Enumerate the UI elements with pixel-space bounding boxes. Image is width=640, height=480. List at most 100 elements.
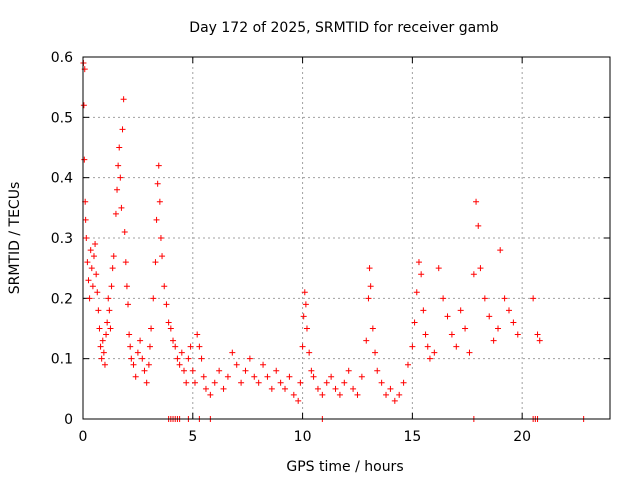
data-points bbox=[80, 60, 587, 422]
data-point bbox=[302, 301, 309, 308]
data-point bbox=[365, 295, 372, 302]
data-point bbox=[306, 349, 313, 356]
data-point bbox=[415, 259, 422, 266]
data-point bbox=[165, 319, 172, 326]
data-point bbox=[85, 277, 92, 284]
data-point bbox=[477, 265, 484, 272]
data-point bbox=[170, 337, 177, 344]
data-point bbox=[103, 331, 110, 338]
data-point bbox=[174, 355, 181, 362]
data-point bbox=[191, 379, 198, 386]
data-point bbox=[202, 385, 209, 392]
data-point bbox=[369, 325, 376, 332]
data-point bbox=[308, 367, 315, 374]
data-point bbox=[93, 271, 100, 278]
data-point bbox=[154, 180, 161, 187]
data-point bbox=[424, 343, 431, 350]
data-point bbox=[134, 349, 141, 356]
data-point bbox=[137, 337, 144, 344]
data-point bbox=[101, 361, 108, 368]
data-point bbox=[242, 367, 249, 374]
y-tick-label: 0 bbox=[64, 412, 73, 428]
data-point bbox=[354, 391, 361, 398]
data-point bbox=[495, 325, 502, 332]
data-point bbox=[145, 361, 152, 368]
x-tick-label: 20 bbox=[513, 429, 531, 445]
data-point bbox=[139, 355, 146, 362]
data-point bbox=[95, 307, 102, 314]
data-point bbox=[418, 271, 425, 278]
data-point bbox=[440, 295, 447, 302]
data-point bbox=[486, 313, 493, 320]
data-point bbox=[127, 343, 134, 350]
data-point bbox=[297, 379, 304, 386]
data-point bbox=[87, 247, 94, 254]
data-point bbox=[143, 379, 150, 386]
data-point bbox=[497, 247, 504, 254]
data-point bbox=[350, 385, 357, 392]
data-point bbox=[431, 349, 438, 356]
data-point bbox=[81, 156, 88, 163]
data-point bbox=[466, 349, 473, 356]
data-point bbox=[115, 162, 122, 169]
data-point bbox=[211, 379, 218, 386]
data-point bbox=[238, 379, 245, 386]
y-tick-label: 0.3 bbox=[51, 231, 73, 247]
ticks: 0 0.1 0.2 0.3 0.4 0.5 0.6 0 5 10 15 20 bbox=[51, 50, 610, 445]
data-point bbox=[510, 319, 517, 326]
data-point bbox=[185, 355, 192, 362]
data-point bbox=[448, 331, 455, 338]
data-point bbox=[198, 355, 205, 362]
data-point bbox=[116, 144, 123, 151]
y-tick-label: 0.4 bbox=[51, 171, 73, 187]
data-point bbox=[367, 283, 374, 290]
data-point bbox=[92, 241, 99, 248]
data-point bbox=[505, 307, 512, 314]
data-point bbox=[200, 373, 207, 380]
data-point bbox=[341, 379, 348, 386]
data-point bbox=[120, 96, 127, 103]
data-point bbox=[122, 259, 129, 266]
data-point bbox=[106, 307, 113, 314]
data-point bbox=[378, 379, 385, 386]
data-point bbox=[156, 198, 163, 205]
data-point bbox=[194, 331, 201, 338]
data-point bbox=[345, 367, 352, 374]
data-point bbox=[104, 319, 111, 326]
plot-frame bbox=[82, 56, 611, 420]
data-point bbox=[300, 313, 307, 320]
data-point bbox=[109, 265, 116, 272]
data-point bbox=[207, 391, 214, 398]
data-point bbox=[86, 295, 93, 302]
data-point bbox=[473, 198, 480, 205]
data-point bbox=[146, 343, 153, 350]
data-point bbox=[84, 259, 91, 266]
data-point bbox=[363, 337, 370, 344]
data-point bbox=[400, 379, 407, 386]
data-point bbox=[114, 186, 121, 193]
data-point bbox=[112, 210, 119, 217]
data-point bbox=[314, 385, 321, 392]
y-tick-label: 0.1 bbox=[51, 352, 73, 368]
data-point bbox=[163, 301, 170, 308]
data-point bbox=[96, 325, 103, 332]
data-point bbox=[117, 174, 124, 181]
data-point bbox=[514, 331, 521, 338]
data-point bbox=[260, 361, 267, 368]
data-point bbox=[536, 337, 543, 344]
data-point bbox=[178, 349, 185, 356]
data-point bbox=[310, 373, 317, 380]
data-point bbox=[224, 373, 231, 380]
data-point bbox=[358, 373, 365, 380]
data-point bbox=[130, 361, 137, 368]
data-point bbox=[83, 235, 90, 241]
data-point bbox=[303, 325, 310, 332]
data-point bbox=[128, 355, 135, 362]
data-point bbox=[387, 385, 394, 392]
data-point bbox=[97, 343, 104, 350]
data-point bbox=[457, 307, 464, 314]
data-point bbox=[530, 295, 537, 302]
data-point bbox=[374, 367, 381, 374]
data-point bbox=[319, 391, 326, 398]
